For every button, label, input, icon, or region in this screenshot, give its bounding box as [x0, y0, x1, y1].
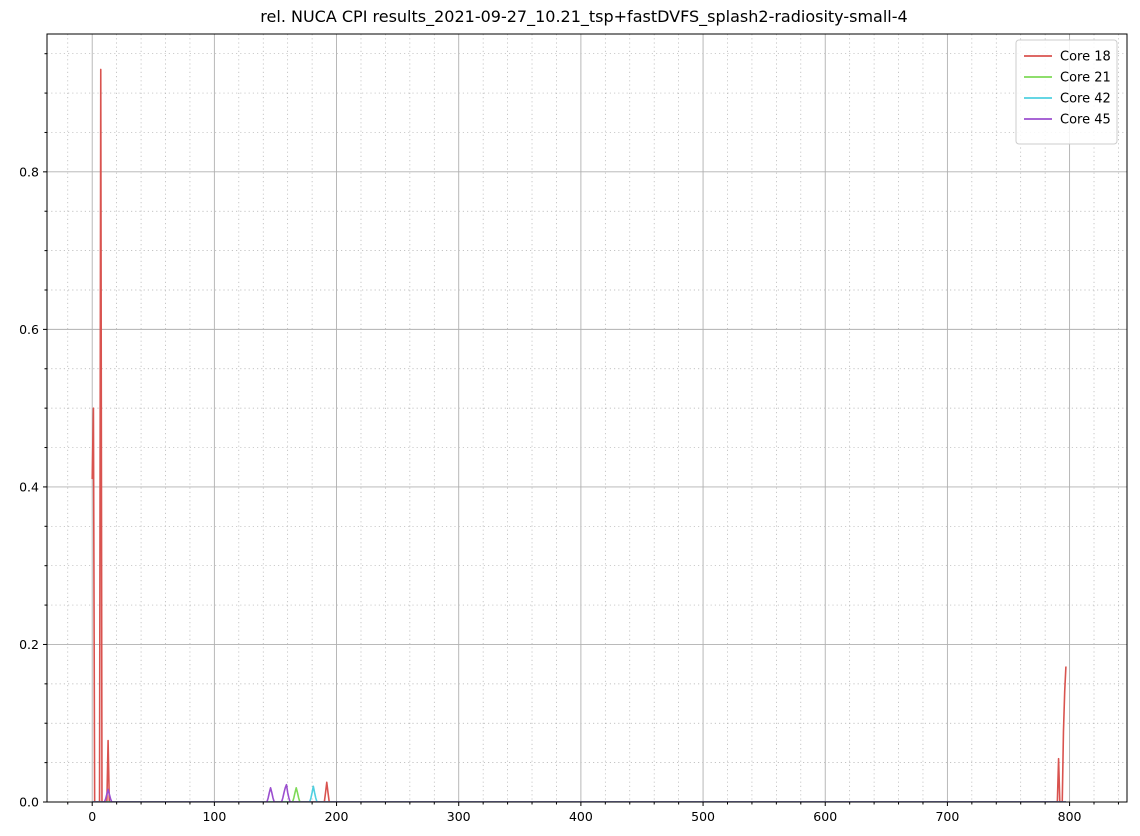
plot-frame [46, 33, 1128, 803]
x-tick-label: 200 [325, 809, 349, 824]
x-tick-label: 500 [691, 809, 715, 824]
x-tick-label: 100 [202, 809, 226, 824]
series-line-core-42 [92, 785, 1066, 802]
x-tick-label: 400 [569, 809, 593, 824]
y-tick-label: 0.4 [19, 479, 39, 494]
x-tick-label: 700 [935, 809, 959, 824]
plot-series [91, 68, 1067, 802]
major-grid [47, 34, 1127, 803]
x-tick-label: 300 [447, 809, 471, 824]
x-tick-label: 0 [88, 809, 96, 824]
y-tick-label: 0.2 [19, 637, 39, 652]
x-tick-label: 800 [1058, 809, 1082, 824]
legend-box [1015, 39, 1118, 145]
y-axis: 0.0 0.2 0.4 0.6 0.8 [19, 53, 47, 810]
legend-label-core-21: Core 21 [1060, 71, 1111, 86]
chart-title: rel. NUCA CPI results_2021-09-27_10.21_t… [260, 7, 907, 27]
legend-label-core-45: Core 45 [1060, 113, 1111, 128]
series-line-core-18 [91, 68, 1067, 802]
y-tick-label: 0.6 [19, 322, 39, 337]
legend: Core 18 Core 21 Core 42 Core 45 [1015, 39, 1118, 145]
minor-grid [47, 34, 1127, 802]
y-tick-label: 0.0 [19, 795, 39, 810]
legend-label-core-18: Core 18 [1060, 50, 1111, 65]
y-tick-label: 0.8 [19, 164, 39, 179]
series-line-core-21 [92, 787, 1066, 802]
x-tick-label: 600 [813, 809, 837, 824]
legend-label-core-42: Core 42 [1060, 92, 1111, 107]
series-line-core-45 [92, 783, 1066, 802]
x-axis: 0 100 200 300 400 500 600 700 800 [67, 802, 1119, 824]
